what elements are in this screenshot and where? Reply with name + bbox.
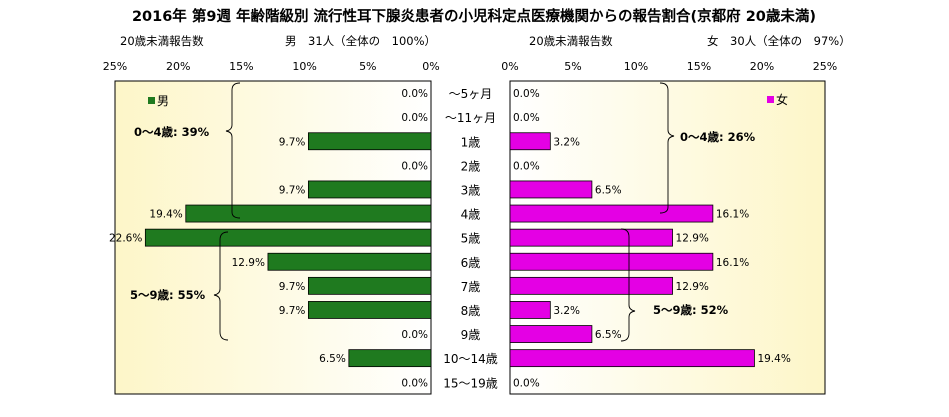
male-bar (348, 349, 432, 368)
male-value-label: 9.7% (279, 281, 306, 293)
female-value-label: 3.2% (553, 305, 580, 317)
male-x-tick-label: 0% (422, 60, 439, 73)
male-value-label: 0.0% (401, 377, 428, 389)
female-value-label: 16.1% (716, 257, 749, 269)
age-category-label: 4歳 (461, 208, 481, 222)
female-value-label: 3.2% (553, 136, 580, 148)
female-x-tick-label: 25% (813, 60, 837, 73)
age-category-label: 8歳 (461, 304, 481, 318)
male-bar (185, 204, 432, 223)
female-x-tick-label: 20% (750, 60, 774, 73)
female-value-label: 12.9% (676, 281, 709, 293)
age-category-label: 15～19歳 (443, 376, 498, 390)
male-value-label: 12.9% (232, 257, 265, 269)
age-category-label: 3歳 (461, 183, 481, 197)
female-brace-5-9 (620, 228, 636, 342)
female-legend-label: 女 (776, 92, 788, 107)
age-category-label: ～11ヶ月 (445, 111, 496, 125)
female-value-label: 6.5% (595, 184, 622, 196)
female-x-tick-label: 0% (501, 60, 518, 73)
male-bar (307, 301, 432, 319)
male-x-tick-label: 15% (229, 60, 253, 73)
female-header-right: 女 30人（全体の 97%） (707, 34, 851, 48)
male-value-label: 22.6% (109, 233, 142, 245)
male-value-label: 0.0% (401, 112, 428, 124)
female-bar (509, 228, 673, 247)
age-category-label: 1歳 (461, 135, 481, 149)
female-bar (509, 301, 551, 319)
female-value-label: 6.5% (595, 329, 622, 341)
male-header-left: 20歳未満報告数 (120, 34, 204, 48)
male-brace-0-4 (225, 82, 241, 219)
female-bar (509, 204, 714, 223)
female-value-label: 16.1% (716, 209, 749, 221)
female-x-tick-label: 10% (624, 60, 648, 73)
male-value-label: 0.0% (401, 88, 428, 100)
male-header-right: 男 31人（全体の 100%） (285, 34, 436, 48)
age-category-label: 10～14歳 (443, 352, 498, 366)
chart-title: 2016年 第9週 年齢階級別 流行性耳下腺炎患者の小児科定点医療機関からの報告… (132, 7, 816, 25)
female-brace-label-0-4: 0～4歳: 26% (680, 130, 756, 144)
age-category-label: 9歳 (461, 328, 481, 342)
age-category-label: 6歳 (461, 256, 481, 270)
male-x-tick-label: 20% (166, 60, 190, 73)
female-value-label: 0.0% (513, 112, 540, 124)
male-bar (307, 132, 432, 151)
male-value-label: 6.5% (319, 353, 346, 365)
male-x-tick-label: 10% (292, 60, 316, 73)
male-brace-5-9 (213, 231, 229, 341)
female-header-left: 20歳未満報告数 (529, 34, 613, 48)
female-bar (509, 252, 714, 271)
female-bar (509, 349, 755, 368)
female-bar (509, 276, 673, 295)
male-bar (267, 252, 432, 271)
male-bar (307, 276, 432, 295)
female-value-label: 0.0% (513, 88, 540, 100)
male-legend-marker (148, 97, 155, 104)
male-value-label: 9.7% (279, 184, 306, 196)
female-value-label: 0.0% (513, 160, 540, 172)
age-category-label: 2歳 (461, 159, 481, 173)
male-bar (307, 180, 432, 199)
male-value-label: 9.7% (279, 305, 306, 317)
age-category-label: 5歳 (461, 232, 481, 246)
female-bar (509, 180, 593, 199)
age-category-label: 7歳 (461, 280, 481, 294)
male-value-label: 0.0% (401, 329, 428, 341)
male-value-label: 19.4% (149, 209, 182, 221)
male-brace-label-0-4: 0～4歳: 39% (134, 125, 210, 139)
male-value-label: 9.7% (279, 136, 306, 148)
age-category-label: ～5ヶ月 (449, 87, 493, 101)
female-value-label: 12.9% (676, 233, 709, 245)
male-bar (144, 228, 432, 247)
female-x-tick-label: 15% (687, 60, 711, 73)
female-bar (509, 132, 551, 151)
female-brace-label-5-9: 5～9歳: 52% (653, 303, 729, 317)
female-brace-0-4 (659, 82, 675, 214)
male-x-tick-label: 5% (359, 60, 376, 73)
female-value-label: 0.0% (513, 377, 540, 389)
female-legend-marker (767, 96, 774, 103)
male-brace-label-5-9: 5～9歳: 55% (130, 288, 206, 302)
female-x-tick-label: 5% (564, 60, 581, 73)
male-x-tick-label: 25% (103, 60, 127, 73)
male-legend-label: 男 (157, 94, 169, 108)
male-value-label: 0.0% (401, 160, 428, 172)
female-value-label: 19.4% (757, 353, 790, 365)
female-bar (509, 325, 593, 343)
